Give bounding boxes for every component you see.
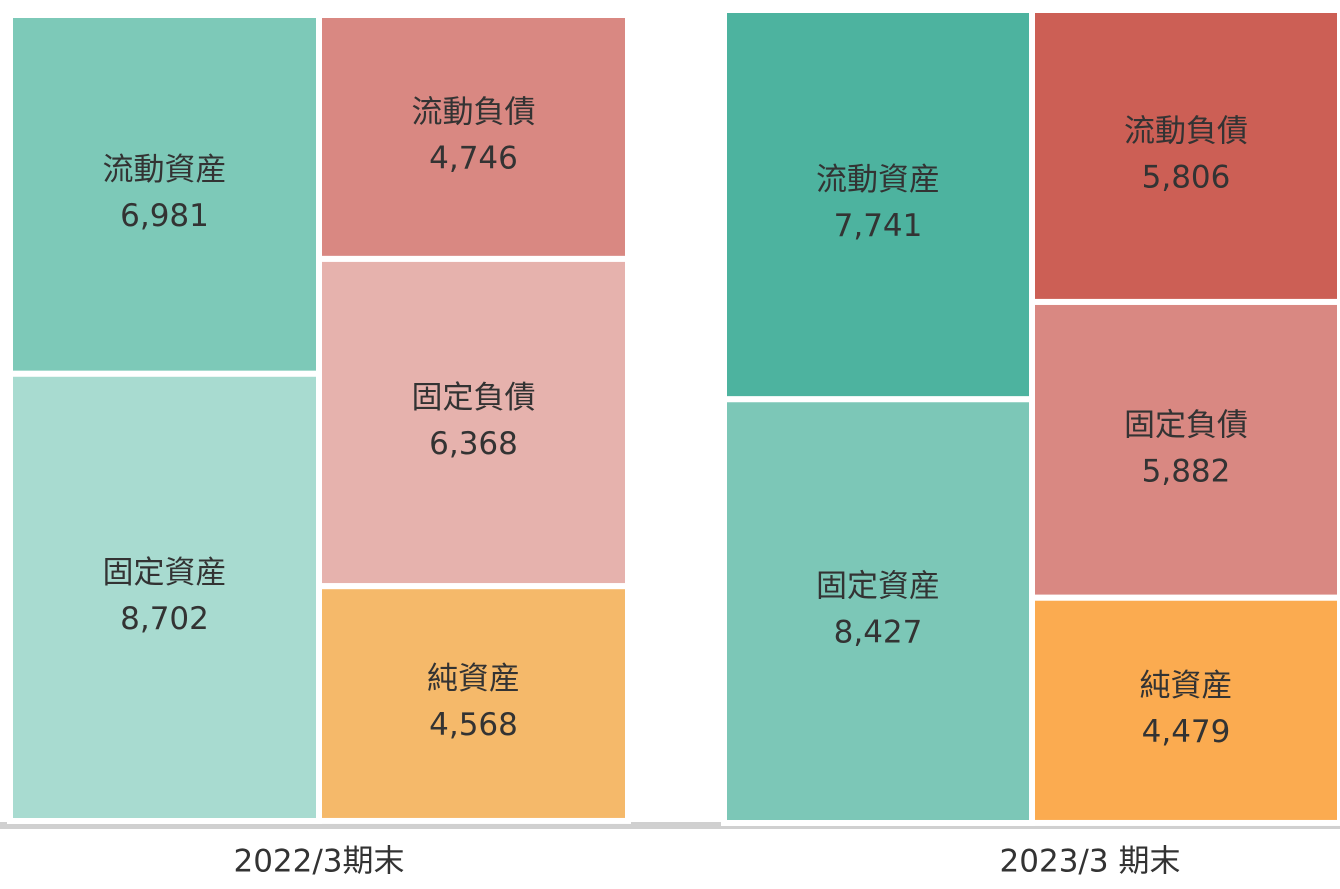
segment — [1029, 298, 1340, 601]
segment-value: 8,427 — [834, 615, 923, 651]
segment-name: 純資産 — [427, 661, 520, 697]
segment — [721, 7, 1035, 403]
segment-value: 6,368 — [429, 426, 518, 462]
baseline — [0, 822, 1340, 829]
segment-value: 4,568 — [429, 707, 518, 743]
segment-value: 5,882 — [1142, 453, 1231, 489]
segment-value: 4,746 — [429, 140, 518, 176]
segment — [7, 12, 322, 377]
segment-value: 8,702 — [120, 601, 209, 637]
segment-value: 5,806 — [1142, 159, 1231, 195]
segment-name: 流動資産 — [103, 152, 227, 188]
segment-name: 流動負債 — [412, 94, 536, 130]
segment — [7, 370, 322, 824]
segment — [1029, 7, 1340, 305]
segment-name: 固定負債 — [412, 380, 536, 416]
segment-name: 純資産 — [1140, 668, 1233, 704]
segment-value: 6,981 — [120, 198, 209, 234]
segment-name: 流動資産 — [816, 162, 940, 198]
segment-name: 流動負債 — [1124, 113, 1248, 149]
segment-name: 固定資産 — [103, 555, 227, 591]
chart-title: 2022/3期末 — [233, 844, 404, 880]
segment-value: 4,479 — [1142, 714, 1231, 750]
segment-name: 固定資産 — [816, 569, 940, 605]
segment — [721, 396, 1035, 826]
segment — [316, 583, 631, 824]
segment-name: 固定負債 — [1124, 407, 1248, 443]
segment — [316, 12, 631, 262]
segment — [1029, 594, 1340, 826]
segment — [316, 255, 631, 590]
segment-value: 7,741 — [834, 208, 923, 244]
chart-title: 2023/3 期末 — [1000, 844, 1181, 880]
